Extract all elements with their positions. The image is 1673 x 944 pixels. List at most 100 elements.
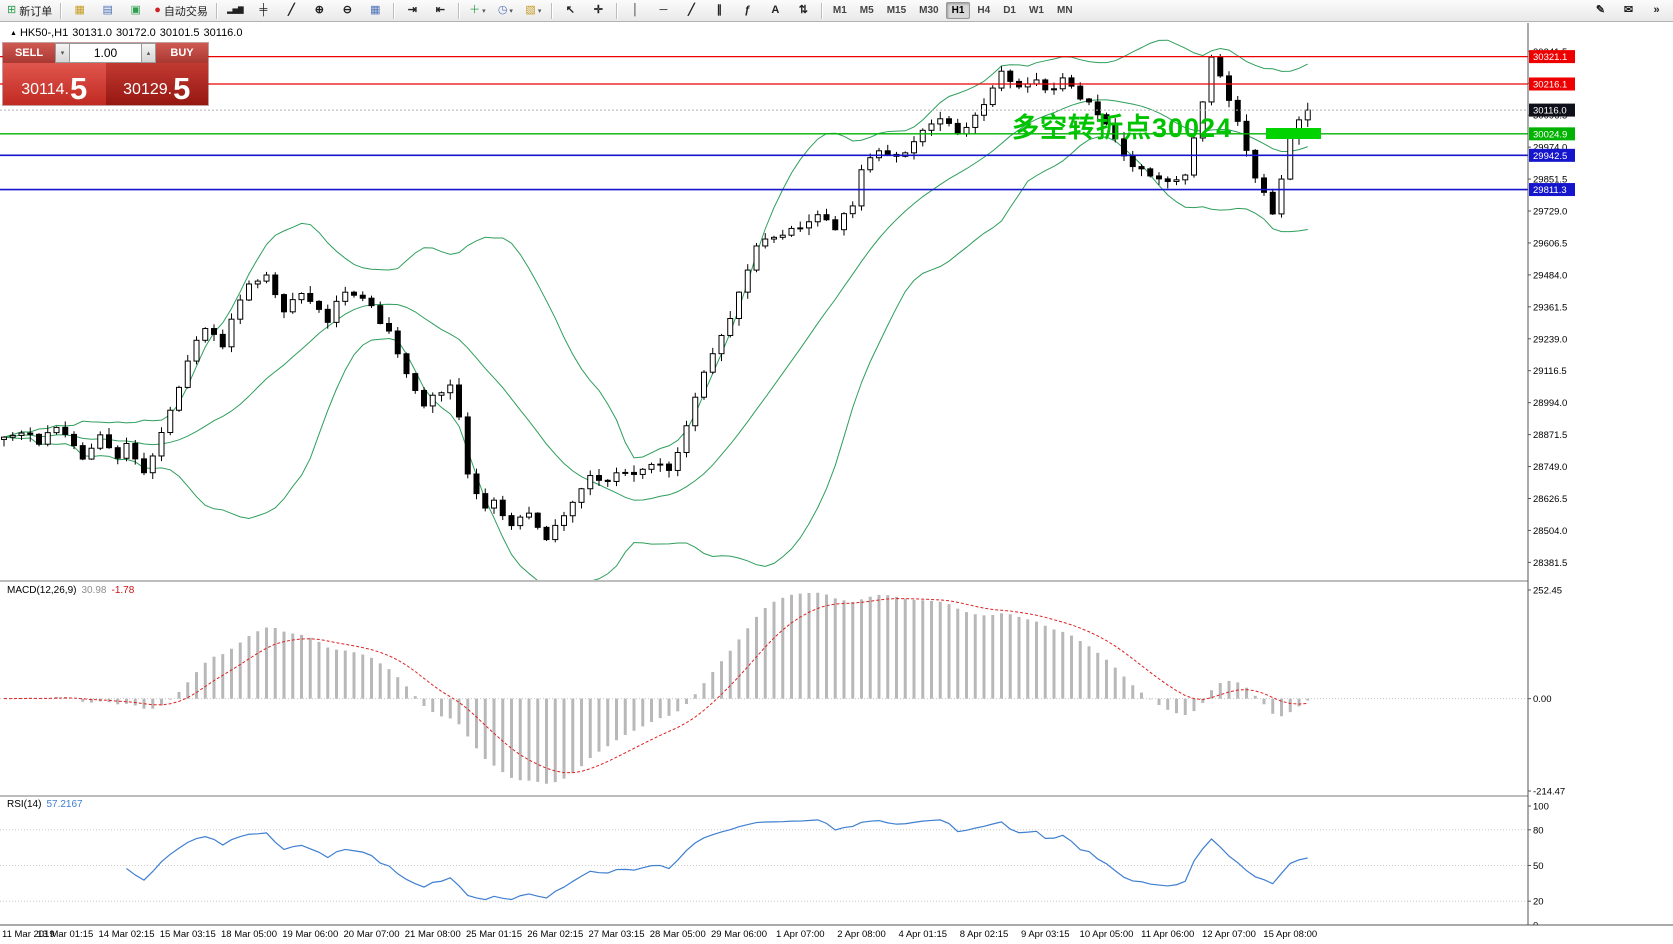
low-value: 30101.5 xyxy=(159,27,200,39)
data-window-button[interactable]: ▣ xyxy=(122,1,149,21)
svg-text:0.00: 0.00 xyxy=(1533,694,1552,705)
text-tool-button[interactable]: A xyxy=(762,1,789,21)
svg-text:29974.0: 29974.0 xyxy=(1533,143,1567,154)
svg-text:26 Mar 02:15: 26 Mar 02:15 xyxy=(527,929,583,940)
timeframe-m1[interactable]: M1 xyxy=(832,5,847,16)
panel-separator[interactable] xyxy=(0,795,1673,797)
main-chart-area[interactable] xyxy=(0,39,1528,590)
periods-dropdown[interactable]: ◷ ▾ xyxy=(492,1,519,21)
svg-text:1 Apr 07:00: 1 Apr 07:00 xyxy=(776,929,825,940)
price-badge xyxy=(1529,183,1575,197)
svg-text:19 Mar 06:00: 19 Mar 06:00 xyxy=(282,929,338,940)
sell-price-button[interactable]: 30114. 5 xyxy=(3,63,106,105)
profiles-button[interactable]: ▤ xyxy=(94,1,121,21)
svg-text:28504.0: 28504.0 xyxy=(1533,526,1567,537)
auto-trading-button[interactable]: ● 自动交易 xyxy=(150,1,212,21)
new-chart-button[interactable]: ▦ xyxy=(66,1,93,21)
high-value: 30172.0 xyxy=(116,27,156,39)
svg-text:28626.5: 28626.5 xyxy=(1533,494,1567,505)
chart-shift-button[interactable]: ⇤ xyxy=(427,1,454,21)
line-chart-icon: ╱ xyxy=(288,4,295,16)
svg-text:100: 100 xyxy=(1533,802,1549,813)
symbol-marker-icon: ▲ xyxy=(10,30,17,37)
cursor-button[interactable]: ↖ xyxy=(557,1,584,21)
macd-panel[interactable] xyxy=(0,592,1528,784)
toolbar-separator xyxy=(615,2,618,19)
auto-trading-icon: ● xyxy=(154,4,161,16)
cursor-icon: ↖ xyxy=(565,4,575,16)
sell-price-big-digit: 5 xyxy=(70,70,88,106)
rsi-panel[interactable] xyxy=(0,819,1528,902)
timeframe-d1[interactable]: D1 xyxy=(1003,5,1016,16)
horizontal-line-button[interactable]: ─ xyxy=(650,1,677,21)
pivot-highlight-bar[interactable] xyxy=(1266,128,1321,139)
timeframe-m30[interactable]: M30 xyxy=(919,5,939,16)
svg-text:27 Mar 03:15: 27 Mar 03:15 xyxy=(589,929,645,940)
svg-text:18 Mar 05:00: 18 Mar 05:00 xyxy=(221,929,277,940)
candlestick-chart-button[interactable]: ╪ xyxy=(250,1,277,21)
timeframe-w1[interactable]: W1 xyxy=(1028,5,1044,16)
compose-button[interactable]: ✉ xyxy=(1615,1,1642,21)
channel-button[interactable]: ∥ xyxy=(706,1,733,21)
buy-price-button[interactable]: 30129. 5 xyxy=(105,63,208,105)
crosshair-button[interactable]: ✛ xyxy=(585,1,612,21)
time-axis[interactable] xyxy=(0,925,1673,944)
svg-text:29484.0: 29484.0 xyxy=(1533,270,1567,281)
toolbar: ⊞ 新订单 ▦ ▤ ▣ ● 自动交易 ▂▅▇ ╪ ╱ ⊕ ⊖ ▦ ⇥ ⇤ ＋ ▾… xyxy=(0,0,1673,22)
pencil-button[interactable]: ✎ xyxy=(1587,1,1614,21)
fibonacci-icon: ƒ xyxy=(744,4,751,16)
volume-input[interactable] xyxy=(70,43,141,63)
sell-tab[interactable]: SELL xyxy=(3,43,55,63)
line-chart-button[interactable]: ╱ xyxy=(278,1,305,21)
zoom-out-button[interactable]: ⊖ xyxy=(334,1,361,21)
svg-text:30116.0: 30116.0 xyxy=(1533,106,1567,117)
auto-scroll-icon: ⇥ xyxy=(407,4,417,16)
one-click-trading-panel: SELL ▾ ▴ BUY 30114.5 30129.5 xyxy=(3,43,208,105)
svg-text:15 Mar 03:15: 15 Mar 03:15 xyxy=(160,929,216,940)
timeframe-h1[interactable]: H1 xyxy=(945,2,971,19)
arrows-tool-button[interactable]: ⇅ xyxy=(790,1,817,21)
price-badge xyxy=(1529,103,1575,117)
indicators-dropdown[interactable]: ＋ ▾ xyxy=(464,1,491,21)
auto-scroll-button[interactable]: ⇥ xyxy=(399,1,426,21)
templates-dropdown[interactable]: ▧ ▾ xyxy=(520,1,547,21)
toolbar-separator xyxy=(60,2,63,19)
zoom-out-icon: ⊖ xyxy=(342,4,352,16)
new-order-button[interactable]: ⊞ 新订单 xyxy=(3,1,56,21)
svg-text:21 Mar 08:00: 21 Mar 08:00 xyxy=(405,929,461,940)
symbol-label: HK50-,H1 xyxy=(19,27,69,39)
tile-windows-button[interactable]: ▦ xyxy=(362,1,389,21)
timeframe-h4[interactable]: H4 xyxy=(977,5,991,16)
svg-text:29606.5: 29606.5 xyxy=(1533,238,1567,249)
trendline-button[interactable]: ╱ xyxy=(678,1,705,21)
zoom-in-button[interactable]: ⊕ xyxy=(306,1,333,21)
volume-decrease-button[interactable]: ▾ xyxy=(55,43,70,63)
toolbar-overflow-button[interactable]: » xyxy=(1643,1,1670,21)
new-order-label: 新订单 xyxy=(19,5,53,18)
svg-text:29729.0: 29729.0 xyxy=(1533,207,1567,218)
zoom-in-icon: ⊕ xyxy=(314,4,324,16)
svg-text:11 Apr 06:00: 11 Apr 06:00 xyxy=(1141,929,1194,940)
panel-separator[interactable] xyxy=(0,580,1673,582)
timeframe-m5[interactable]: M5 xyxy=(859,5,874,16)
bar-chart-button[interactable]: ▂▅▇ xyxy=(222,1,249,21)
add-indicator-icon: ＋ xyxy=(469,4,481,16)
chevron-down-icon: ▾ xyxy=(537,7,542,15)
vertical-line-button[interactable]: │ xyxy=(622,1,649,21)
volume-increase-button[interactable]: ▴ xyxy=(141,43,156,63)
svg-text:80: 80 xyxy=(1533,825,1544,836)
macd-name: MACD(12,26,9) xyxy=(7,585,77,596)
candlestick-chart-icon: ╪ xyxy=(259,4,268,16)
pivot-annotation-text[interactable]: 多空转折点30024 xyxy=(1012,113,1233,143)
price-axis[interactable] xyxy=(1528,23,1673,944)
svg-text:29811.3: 29811.3 xyxy=(1533,185,1567,196)
new-order-icon: ⊞ xyxy=(7,4,17,16)
fibonacci-button[interactable]: ƒ xyxy=(734,1,761,21)
svg-text:30216.1: 30216.1 xyxy=(1533,79,1567,90)
svg-text:15 Apr 08:00: 15 Apr 08:00 xyxy=(1263,929,1317,940)
toolbar-separator xyxy=(820,2,823,19)
timeframe-mn[interactable]: MN xyxy=(1056,5,1073,16)
timeframe-m15[interactable]: M15 xyxy=(886,5,907,16)
buy-tab[interactable]: BUY xyxy=(156,43,208,63)
